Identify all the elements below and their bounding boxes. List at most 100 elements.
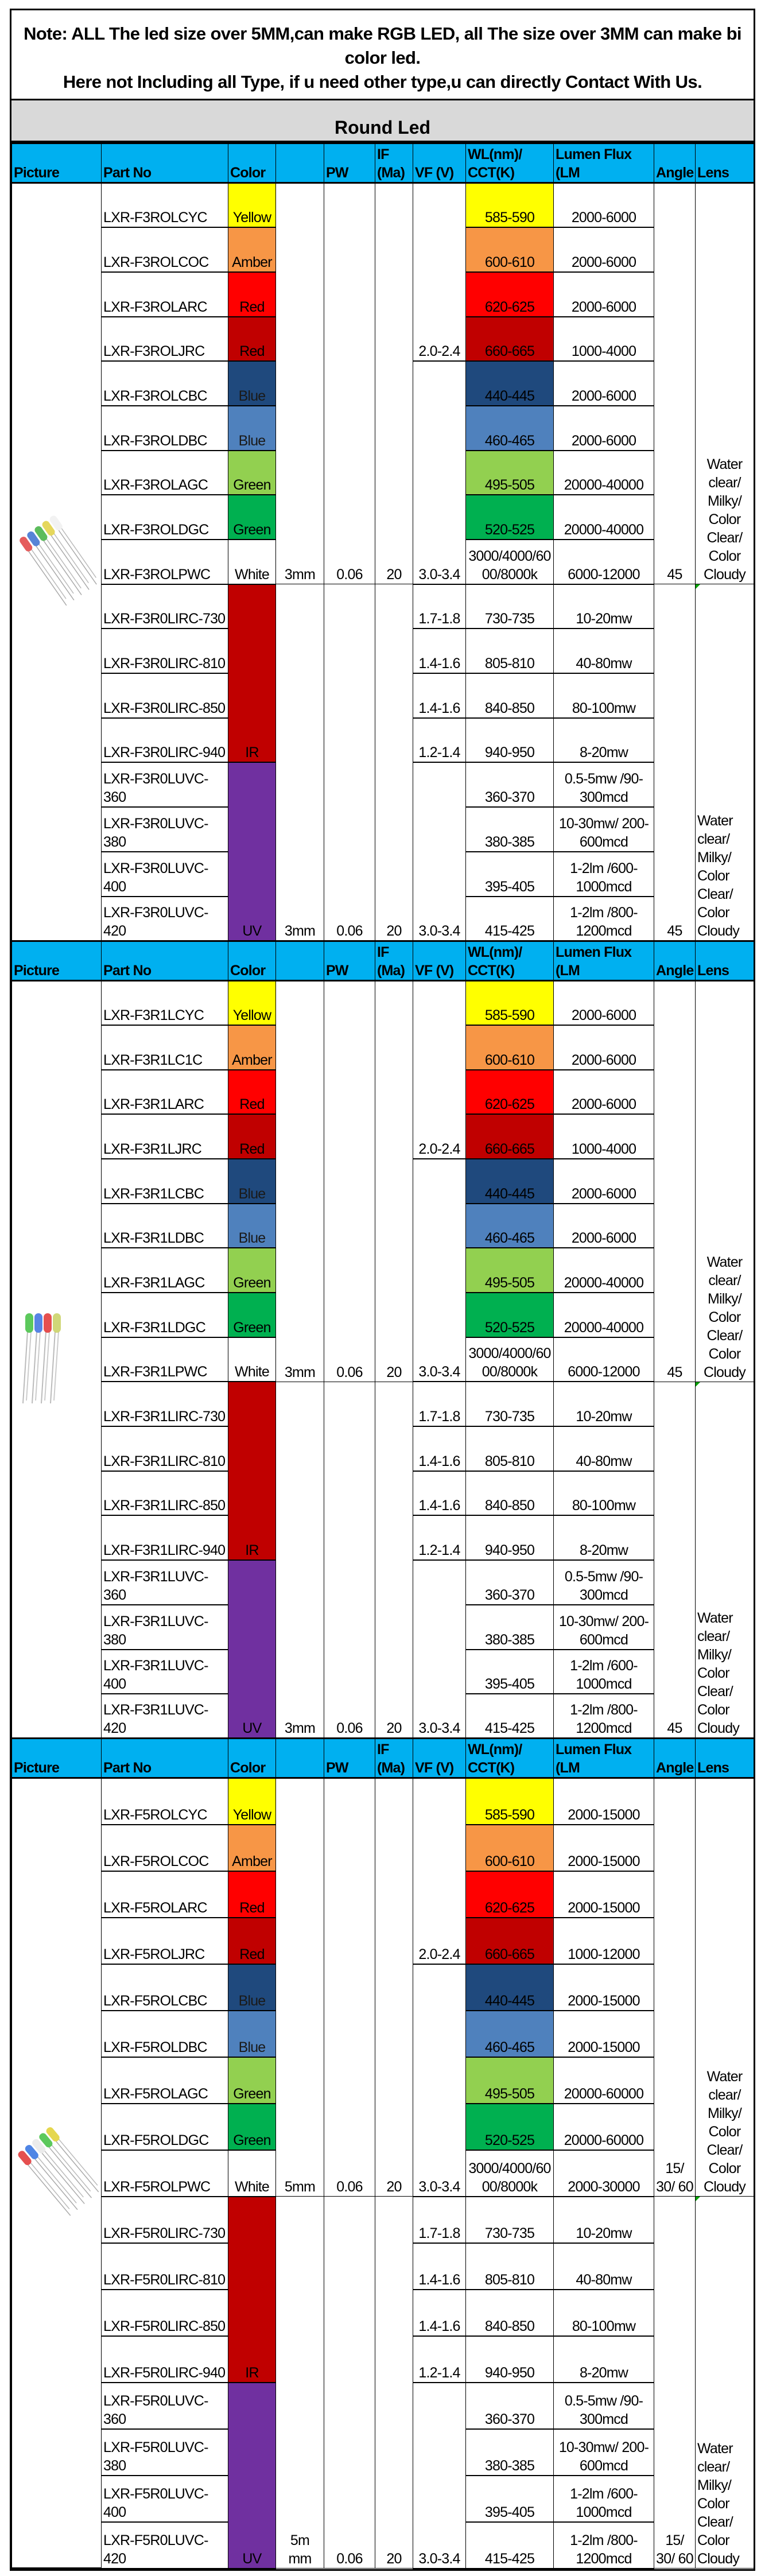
wavelength-cell-text: 520-525 — [484, 2132, 535, 2148]
wavelength-cell: 440-445 — [465, 1158, 554, 1204]
color-cell: IR — [228, 2196, 276, 2383]
led-spec-sheet: Note: ALL The led size over 5MM,can make… — [10, 9, 755, 2571]
wavelength-cell: 495-505 — [465, 1247, 554, 1293]
header-picture: Picture — [11, 940, 102, 981]
table-row: LXR-F3ROLAGC Green 495-505 20000-40000 — [12, 450, 754, 496]
part-no-cell: LXR-F5ROLPWC — [101, 2150, 228, 2197]
table-row: LXR-F3ROLCOC Amber 600-610 2000-6000 — [12, 227, 754, 273]
vf-cell-text: 1.4-1.6 — [418, 700, 460, 716]
angle-cell: 45 — [654, 1381, 696, 1739]
table-row: LXR-F5ROLPWC White 3000/4000/6000/8000k 200… — [12, 2150, 754, 2197]
picture-cell — [11, 183, 102, 942]
wavelength-cell-text: 940-950 — [484, 1542, 535, 1559]
comment-indicator-icon[interactable] — [696, 1382, 700, 1387]
table-row: LXR-F5R0LIRC-940 1.2-1.4 940-950 8-20mw — [12, 2336, 754, 2383]
lumen-flux-cell-text: 6000-12000 — [568, 1364, 640, 1380]
note-line-1: Note: ALL The led size over 5MM,can make… — [24, 24, 741, 68]
lumen-flux-cell: 8-20mw — [553, 2336, 654, 2383]
part-no-cell: LXR-F3R1LAGC — [101, 1247, 228, 1293]
lumen-flux-cell-text: 2000-6000 — [571, 298, 636, 315]
lumen-flux-cell-text: 10-30mw/ 200-600mcd — [558, 815, 649, 850]
part-no-cell: LXR-F3R1LUVC-360 — [101, 1559, 228, 1605]
wavelength-cell: 840-850 — [465, 673, 554, 719]
lumen-flux-cell: 1-2lm /600-1000mcd — [553, 1649, 654, 1695]
comment-indicator-icon[interactable] — [696, 584, 700, 589]
color-cell-text: Green — [233, 1319, 271, 1336]
wavelength-cell: 585-590 — [465, 183, 554, 228]
if-cell-text: 20 — [386, 922, 402, 939]
color-cell-text: Blue — [238, 387, 266, 404]
pw-cell: 0.06 — [324, 182, 375, 585]
part-no-cell-text: LXR-F3ROLCOC — [103, 254, 209, 270]
lumen-flux-cell-text: 2000-6000 — [571, 254, 636, 270]
wavelength-cell: 495-505 — [465, 450, 554, 496]
wavelength-cell: 600-610 — [465, 227, 554, 273]
wavelength-cell-text: 415-425 — [484, 1720, 535, 1737]
header-vf: VF (V) — [413, 940, 466, 981]
color-cell-text: White — [235, 2178, 270, 2195]
part-no-cell: LXR-F3ROLCBC — [101, 360, 228, 406]
picture-cell — [11, 1778, 102, 2570]
lumen-flux-cell: 80-100mw — [553, 2289, 654, 2337]
lumen-flux-cell-text: 40-80mw — [576, 1453, 632, 1469]
header-vf-text: VF (V) — [415, 165, 454, 181]
part-no-cell-text: LXR-F5ROLDGC — [103, 2132, 209, 2148]
part-no-cell-text: LXR-F3R0LUVC-360 — [103, 771, 209, 806]
vf-cell: 2.0-2.4 — [413, 1778, 466, 1965]
lumen-flux-cell-text: 2000-6000 — [571, 432, 636, 449]
part-no-cell: LXR-F3R1LUVC-400 — [101, 1649, 228, 1695]
color-cell: Red — [228, 316, 276, 362]
header-picture-text: Picture — [14, 1760, 60, 1776]
part-no-cell-text: LXR-F3R1LIRC-940 — [103, 1542, 226, 1559]
vf-cell-text: 3.0-3.4 — [418, 2178, 460, 2195]
part-no-cell-text: LXR-F5R0LUVC-380 — [103, 2439, 209, 2474]
color-cell-text: Amber — [232, 1853, 272, 1869]
pw-cell: 0.06 — [324, 1381, 375, 1739]
table-row: LXR-F3R1LPWC White 3000/4000/6000/8000k 600… — [12, 1337, 754, 1383]
lumen-flux-cell: 2000-6000 — [553, 271, 654, 317]
header-wl: WL(nm)/ CCT(K) — [465, 142, 554, 184]
color-cell-text: Yellow — [232, 1806, 271, 1823]
color-cell-text: Blue — [238, 1230, 266, 1247]
wavelength-cell: 805-810 — [465, 628, 554, 674]
wavelength-cell-text: 3000/4000/6000/8000k — [468, 1345, 551, 1380]
size-cell: 3mm — [275, 182, 324, 585]
lumen-flux-cell: 0.5-5mw /90-300mcd — [553, 762, 654, 808]
lens-cell-text: Water clear/ Milky/ Color Clear/ Color C… — [703, 2069, 746, 2195]
header-if: IF (Ma) — [375, 940, 413, 981]
lumen-flux-cell: 40-80mw — [553, 1426, 654, 1472]
lumen-flux-cell-text: 2000-15000 — [568, 2039, 640, 2055]
part-no-cell-text: LXR-F3ROLCBC — [103, 387, 208, 404]
lumen-flux-cell: 1-2lm /800-1200mcd — [553, 1693, 654, 1739]
lumen-flux-cell: 2000-6000 — [553, 1203, 654, 1249]
header-part-no: Part No — [101, 142, 228, 184]
part-no-cell: LXR-F5ROLCOC — [101, 1824, 228, 1872]
header-part-no: Part No — [101, 1737, 228, 1779]
wavelength-cell: 940-950 — [465, 2336, 554, 2383]
lumen-flux-cell: 1-2lm /600-1000mcd — [553, 851, 654, 897]
header-lumen-flux-text: Lumen Flux (LM — [556, 1741, 632, 1776]
table-row: LXR-F5R0LIRC-810 1.4-1.6 805-810 40-80mw — [12, 2243, 754, 2290]
vf-cell: 2.0-2.4 — [413, 183, 466, 362]
wavelength-cell: 460-465 — [465, 405, 554, 451]
wavelength-cell-text: 660-665 — [484, 343, 535, 360]
wavelength-cell: 805-810 — [465, 1426, 554, 1472]
comment-indicator-icon[interactable] — [696, 2197, 700, 2202]
wavelength-cell-text: 585-590 — [484, 210, 535, 226]
part-no-cell: LXR-F5ROLDBC — [101, 2010, 228, 2058]
color-cell-text: Blue — [238, 1992, 266, 2009]
header-lens-text: Lens — [697, 165, 729, 181]
part-no-cell-text: LXR-F5R0LIRC-730 — [103, 2225, 226, 2241]
part-no-cell-text: LXR-F3R1LC1C — [103, 1052, 203, 1068]
part-no-cell-text: LXR-F3R0LIRC-850 — [103, 700, 226, 716]
size-text: 3mm — [284, 1364, 316, 1380]
header-angle-text: Angle — [656, 165, 694, 181]
vf-cell-text: 3.0-3.4 — [418, 1364, 460, 1380]
header-color-text: Color — [230, 962, 266, 979]
header-lens: Lens — [695, 940, 754, 981]
part-no-cell: LXR-F3ROLJRC — [101, 316, 228, 362]
color-cell-text: Green — [233, 477, 271, 494]
pw-cell-text: 0.06 — [336, 567, 363, 583]
lumen-flux-cell: 20000-40000 — [553, 450, 654, 496]
wavelength-cell: 660-665 — [465, 316, 554, 362]
